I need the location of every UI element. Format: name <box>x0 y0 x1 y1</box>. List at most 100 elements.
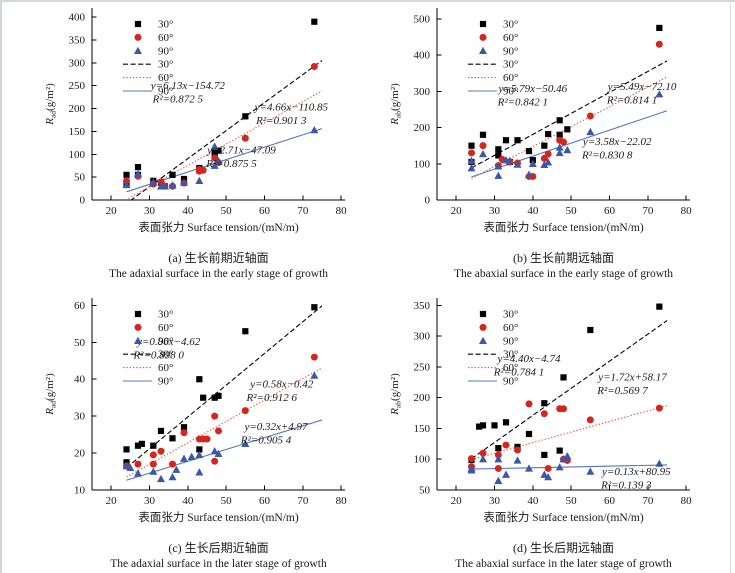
svg-text:y=5.79x−50.46: y=5.79x−50.46 <box>498 83 568 95</box>
panel-d-fit-line-30° <box>471 320 668 460</box>
panel-d-abaxial-later: 20 30 40 50 60 70 80 50 100 150 200 250 300 350 Rab(g/… <box>381 292 711 573</box>
svg-text:400: 400 <box>69 12 86 24</box>
legend-label: 60° <box>158 32 173 44</box>
panel-d-equation-60°: y=1.72x+58.17 R²=0.569 7 <box>596 371 667 397</box>
data-point-90° <box>494 162 503 170</box>
data-point-90° <box>180 178 188 186</box>
page-border-right <box>730 0 731 573</box>
data-point-30° <box>556 447 563 454</box>
legend-label: 60° <box>503 32 518 44</box>
data-point-30° <box>215 147 222 154</box>
data-point-60° <box>586 112 594 120</box>
data-point-90° <box>126 463 135 472</box>
data-point-60° <box>310 353 318 361</box>
data-point-90° <box>195 450 204 459</box>
legend-triangle-icon <box>479 336 487 344</box>
svg-text:R²=0.830 8: R²=0.830 8 <box>581 149 633 161</box>
data-point-30° <box>211 394 218 401</box>
svg-text:100: 100 <box>414 158 431 170</box>
svg-text:0: 0 <box>80 195 86 207</box>
data-point-90° <box>494 171 503 179</box>
svg-text:50: 50 <box>566 205 578 217</box>
data-point-60° <box>215 427 222 435</box>
panel-d-series-90° <box>467 452 664 484</box>
svg-text:300: 300 <box>69 57 86 69</box>
data-point-60° <box>149 451 157 459</box>
svg-text:80: 80 <box>681 205 693 217</box>
data-point-90° <box>655 90 664 98</box>
svg-text:0: 0 <box>425 195 431 207</box>
legend-label: 90° <box>503 335 518 347</box>
data-point-90° <box>187 452 196 460</box>
data-point-30° <box>556 131 563 138</box>
data-point-30° <box>587 326 594 334</box>
data-point-90° <box>241 439 250 448</box>
legend-label: 30° <box>158 309 173 321</box>
data-point-30° <box>502 419 510 426</box>
data-point-90° <box>310 371 319 379</box>
data-point-90° <box>149 178 158 186</box>
data-point-30° <box>656 303 663 310</box>
svg-text:150: 150 <box>69 126 86 138</box>
panel-b-chart: 20 30 40 50 60 70 80 0 100 200 300 400 500 Rab(g/m²) y… <box>389 8 693 280</box>
data-point-60° <box>211 457 219 465</box>
data-point-30° <box>138 440 145 447</box>
data-point-60° <box>468 455 475 463</box>
panel-b-equation-60°: y=5.49x−72.10 R²=0.814 1 <box>606 81 677 107</box>
panel-c-series-60° <box>123 353 318 470</box>
panel-a-y-axis-label: Rad(g/m²) <box>44 83 58 126</box>
legend-label: 90° <box>158 86 173 98</box>
data-point-90° <box>157 474 165 483</box>
panel-c-equation-90°: y=0.32x+4.97 R²=0.905 4 <box>240 421 308 447</box>
data-point-90° <box>563 145 572 154</box>
panel-c-tick-labels: 20 30 40 50 60 70 80 10 20 30 40 50 60 <box>74 300 347 507</box>
panel-d-axes <box>436 298 690 491</box>
svg-text:10: 10 <box>74 485 86 497</box>
data-point-90° <box>122 180 131 189</box>
panel-c-y-axis-label: Rad(g/m²) <box>44 373 58 416</box>
svg-text:300: 300 <box>414 86 431 98</box>
data-point-90° <box>502 470 510 478</box>
data-point-90° <box>195 468 204 476</box>
data-point-30° <box>502 137 510 144</box>
svg-text:60: 60 <box>74 300 86 312</box>
data-point-30° <box>200 394 207 401</box>
svg-text:20: 20 <box>74 448 86 460</box>
panel-a-caption-cn: (a) 生长前期近轴面 <box>168 250 268 265</box>
data-point-60° <box>544 464 552 472</box>
legend-triangle-icon <box>479 46 487 54</box>
svg-text:R²=0.139 3: R²=0.139 3 <box>600 480 652 492</box>
svg-text:70: 70 <box>297 495 309 507</box>
data-point-90° <box>467 464 476 472</box>
panel-b-equation-30°: y=5.79x−50.46 R²=0.842 1 <box>497 83 568 109</box>
svg-text:50: 50 <box>74 172 86 184</box>
data-point-90° <box>540 160 549 169</box>
data-point-30° <box>169 171 176 178</box>
legend-label: 30° <box>503 19 518 31</box>
panel-b-fit-line-30° <box>471 60 668 169</box>
panel-b-series-60° <box>468 40 663 180</box>
data-point-30° <box>311 18 318 25</box>
panel-c-caption-cn: (c) 生长后期近轴面 <box>168 540 268 555</box>
legend-label: 30° <box>158 349 173 361</box>
panel-a-series-90° <box>122 125 319 190</box>
data-point-60° <box>157 447 165 455</box>
data-point-90° <box>210 161 219 169</box>
data-point-90° <box>528 159 537 167</box>
panel-c-caption-en: The adaxial surface in the later stage o… <box>110 558 327 570</box>
panel-b-tick-labels: 20 30 40 50 60 70 80 0 100 200 300 400 500 <box>414 13 693 217</box>
data-point-30° <box>514 137 521 144</box>
svg-text:200: 200 <box>69 103 86 115</box>
data-point-60° <box>241 407 249 415</box>
panel-c-equation-60°: y=0.58x−0.42 R²=0.912 6 <box>246 378 314 404</box>
data-point-90° <box>310 125 319 134</box>
data-point-90° <box>168 472 177 481</box>
panel-a-legend: 30°60°90°30°60°90° <box>123 19 173 98</box>
legend-label: 90° <box>503 45 518 57</box>
svg-text:60: 60 <box>259 495 271 507</box>
svg-text:30: 30 <box>144 205 156 217</box>
data-point-30° <box>656 24 663 32</box>
svg-text:R²=0.842 1: R²=0.842 1 <box>497 97 548 109</box>
data-point-60° <box>149 460 157 468</box>
